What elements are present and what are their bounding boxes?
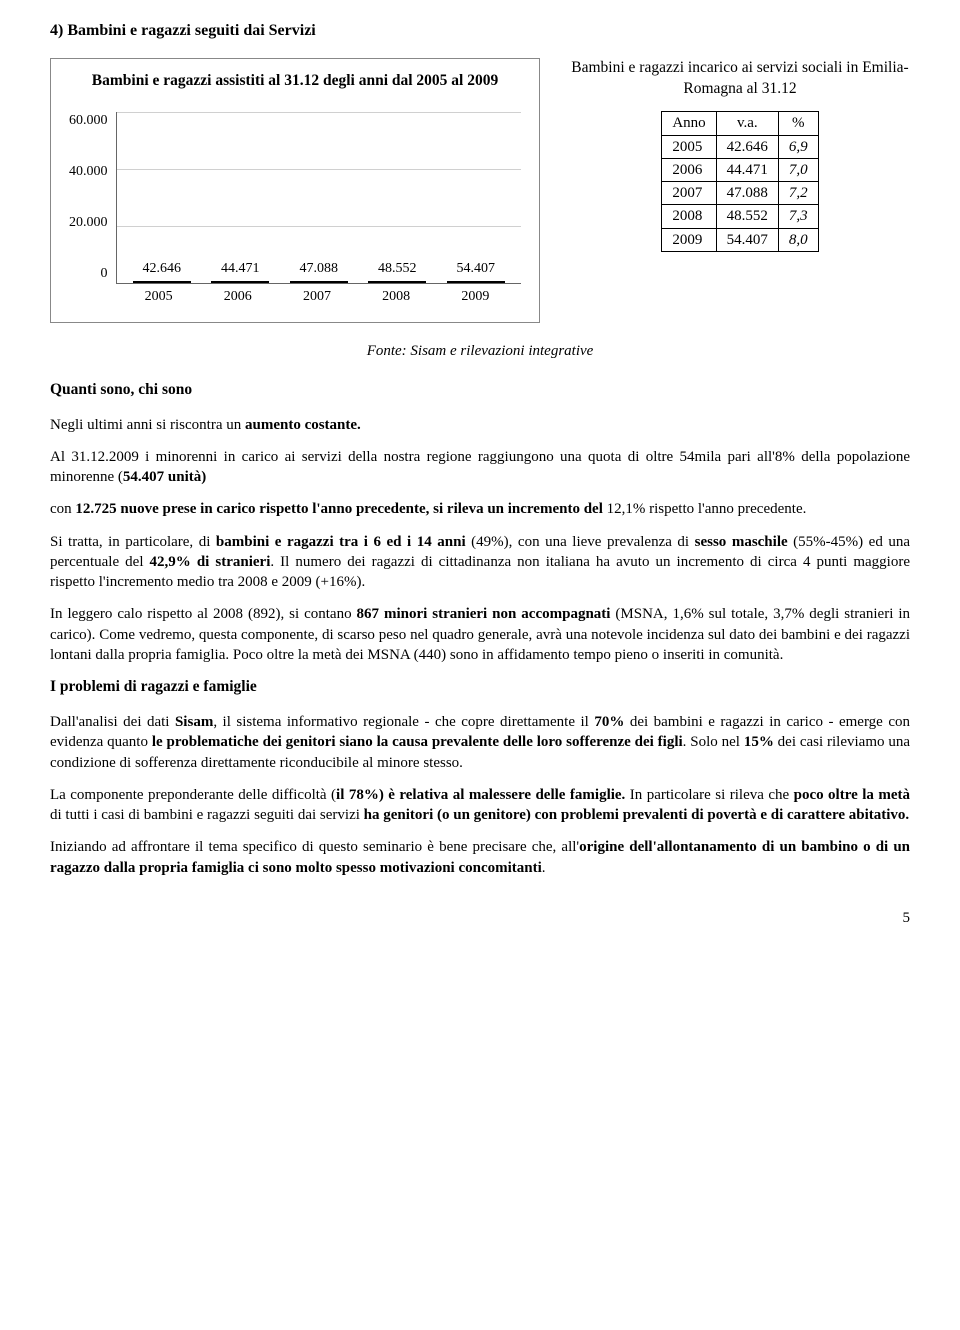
table-cell: 2006 bbox=[662, 158, 716, 181]
grid-line bbox=[117, 169, 522, 170]
bar-value-label: 47.088 bbox=[300, 260, 339, 279]
paragraph: Iniziando ad affrontare il tema specific… bbox=[50, 837, 910, 878]
grid-line bbox=[117, 226, 522, 227]
table-row: 200542.6466,9 bbox=[662, 135, 818, 158]
paragraph: In leggero calo rispetto al 2008 (892), … bbox=[50, 604, 910, 665]
bar-wrap: 47.088 bbox=[290, 260, 348, 283]
subheading-quanti: Quanti sono, chi sono bbox=[50, 380, 910, 401]
table-header-row: Annov.a.% bbox=[662, 112, 818, 135]
x-tick: 2007 bbox=[288, 288, 346, 307]
side-table-title: Bambini e ragazzi incarico ai servizi so… bbox=[570, 58, 910, 100]
paragraph: Si tratta, in particolare, di bambini e … bbox=[50, 532, 910, 593]
source-line: Fonte: Sisam e rilevazioni integrative bbox=[50, 341, 910, 361]
x-tick: 2005 bbox=[130, 288, 188, 307]
bars-container: 42.646 44.471 47.088 48.552 54.407 bbox=[117, 112, 522, 283]
table-row: 200747.0887,2 bbox=[662, 182, 818, 205]
bar-wrap: 54.407 bbox=[447, 260, 505, 283]
bar-value-label: 44.471 bbox=[221, 260, 260, 279]
table-row: 200954.4078,0 bbox=[662, 228, 818, 251]
bar bbox=[368, 281, 426, 283]
paragraph: Negli ultimi anni si riscontra un aument… bbox=[50, 415, 910, 435]
grid-line bbox=[117, 112, 522, 113]
paragraph: con 12.725 nuove prese in carico rispett… bbox=[50, 499, 910, 519]
table-row: 200644.4717,0 bbox=[662, 158, 818, 181]
y-tick: 20.000 bbox=[69, 214, 108, 233]
bar-wrap: 44.471 bbox=[211, 260, 269, 283]
top-row: Bambini e ragazzi assistiti al 31.12 deg… bbox=[50, 58, 910, 324]
table-cell: 2007 bbox=[662, 182, 716, 205]
x-axis: 2005 2006 2007 2008 2009 bbox=[113, 288, 521, 307]
subheading-problemi: I problemi di ragazzi e famiglie bbox=[50, 677, 910, 698]
bar bbox=[290, 281, 348, 283]
y-tick: 0 bbox=[101, 265, 108, 284]
table-cell: 48.552 bbox=[716, 205, 778, 228]
bar-chart: Bambini e ragazzi assistiti al 31.12 deg… bbox=[50, 58, 540, 324]
bar-value-label: 48.552 bbox=[378, 260, 417, 279]
x-tick: 2006 bbox=[209, 288, 267, 307]
bar-wrap: 48.552 bbox=[368, 260, 426, 283]
bar bbox=[211, 281, 269, 283]
y-tick: 40.000 bbox=[69, 163, 108, 182]
page-number: 5 bbox=[50, 908, 910, 928]
paragraph: Dall'analisi dei dati Sisam, il sistema … bbox=[50, 712, 910, 773]
paragraph: La componente preponderante delle diffic… bbox=[50, 785, 910, 826]
bar-value-label: 54.407 bbox=[457, 260, 496, 279]
bar-value-label: 42.646 bbox=[143, 260, 182, 279]
table-cell: 44.471 bbox=[716, 158, 778, 181]
bar-wrap: 42.646 bbox=[133, 260, 191, 283]
table-cell: 2009 bbox=[662, 228, 716, 251]
table-body: 200542.6466,9200644.4717,0200747.0887,22… bbox=[662, 135, 818, 251]
table-header-cell: % bbox=[778, 112, 818, 135]
table-header-cell: Anno bbox=[662, 112, 716, 135]
x-tick: 2009 bbox=[446, 288, 504, 307]
chart-body: 60.000 40.000 20.000 0 42.646 44.471 47.088 48… bbox=[69, 112, 521, 302]
side-block: Bambini e ragazzi incarico ai servizi so… bbox=[570, 58, 910, 252]
table-cell: 47.088 bbox=[716, 182, 778, 205]
x-tick: 2008 bbox=[367, 288, 425, 307]
table-cell: 6,9 bbox=[778, 135, 818, 158]
table-cell: 7,3 bbox=[778, 205, 818, 228]
bar bbox=[447, 281, 505, 283]
table-row: 200848.5527,3 bbox=[662, 205, 818, 228]
data-table: Annov.a.% 200542.6466,9200644.4717,02007… bbox=[661, 111, 818, 252]
chart-title: Bambini e ragazzi assistiti al 31.12 deg… bbox=[69, 71, 521, 92]
section-title: 4) Bambini e ragazzi seguiti dai Servizi bbox=[50, 20, 910, 42]
table-header-cell: v.a. bbox=[716, 112, 778, 135]
plot-area: 42.646 44.471 47.088 48.552 54.407 bbox=[116, 112, 522, 284]
table-cell: 42.646 bbox=[716, 135, 778, 158]
table-cell: 7,0 bbox=[778, 158, 818, 181]
table-cell: 2008 bbox=[662, 205, 716, 228]
table-cell: 54.407 bbox=[716, 228, 778, 251]
y-axis: 60.000 40.000 20.000 0 bbox=[69, 112, 116, 302]
table-cell: 7,2 bbox=[778, 182, 818, 205]
y-tick: 60.000 bbox=[69, 112, 108, 131]
bar bbox=[133, 281, 191, 283]
paragraph: Al 31.12.2009 i minorenni in carico ai s… bbox=[50, 447, 910, 488]
table-cell: 2005 bbox=[662, 135, 716, 158]
table-cell: 8,0 bbox=[778, 228, 818, 251]
